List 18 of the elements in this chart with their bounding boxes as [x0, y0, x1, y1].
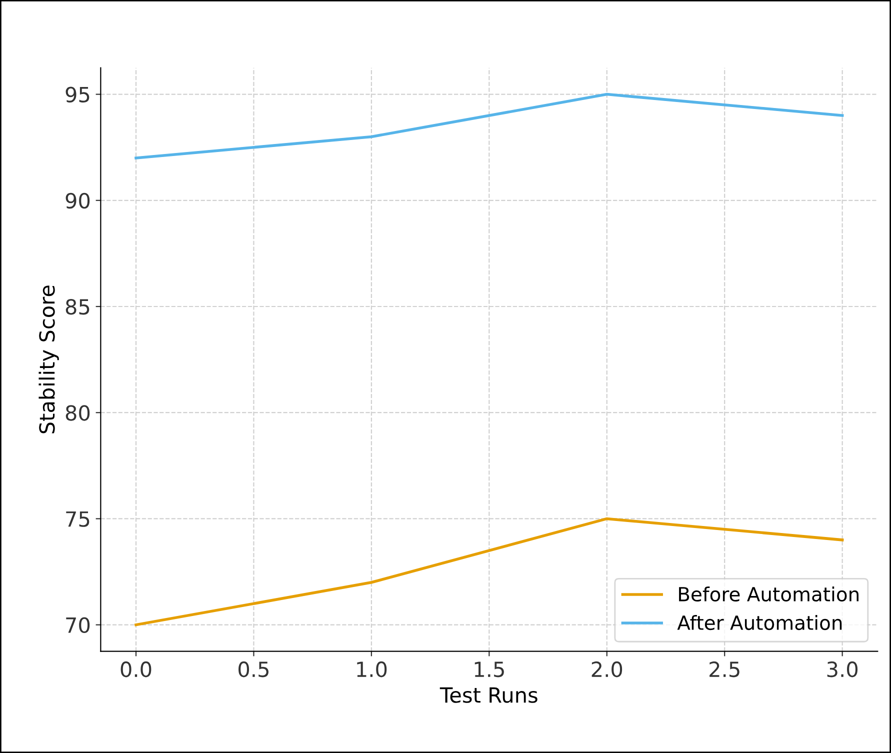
x-tick-label: 2.5: [710, 661, 740, 678]
x-axis-title: Test Runs: [440, 687, 538, 703]
y-tick-label: 80: [66, 405, 90, 421]
x-tick-label: 0.5: [238, 661, 268, 678]
x-tick-label: 2.0: [592, 661, 622, 678]
y-axis-title: Stability Score: [38, 286, 59, 434]
y-tick-label: 70: [66, 617, 90, 634]
legend-label: Before Automation: [679, 586, 858, 602]
y-tick-label: 95: [66, 86, 90, 103]
x-tick-label: 0.0: [120, 661, 152, 678]
x-tick-label: 1.0: [357, 661, 387, 678]
x-tick-label: 3.0: [827, 661, 858, 678]
x-tick-label: 1.5: [474, 662, 504, 678]
y-tick-label: 85: [66, 298, 90, 315]
line-series: [134, 92, 844, 160]
legend-label: After Automation: [677, 615, 842, 630]
y-tick-label: 90: [66, 192, 90, 209]
y-tick-label: 75: [66, 511, 90, 527]
